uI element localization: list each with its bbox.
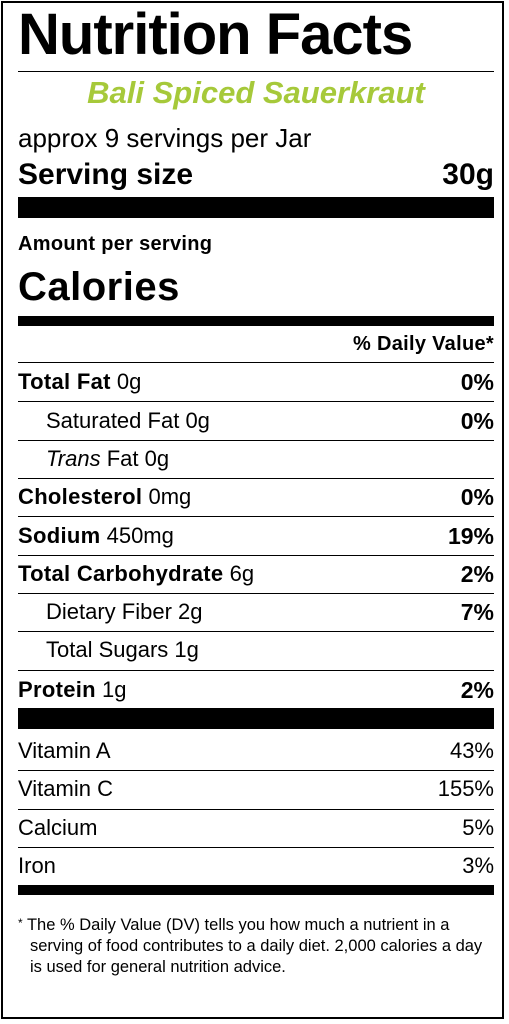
serving-size-row: Serving size 30g [18,157,494,193]
nutrient-name: Fat [106,446,139,471]
nutrient-name: Total Carbohydrate [18,561,224,586]
nutrient-row-saturated-fat: Saturated Fat 0g 0% [18,402,494,440]
nutrient-amount: 2g [178,599,203,624]
nutrient-name: Saturated Fat [46,408,180,433]
vitamin-name: Iron [18,853,56,878]
thick-divider [18,197,494,218]
nutrient-row-total-fat: Total Fat 0g 0% [18,363,494,401]
nutrient-name: Protein [18,677,96,702]
nutrient-amount: 0g [116,369,142,394]
vitamin-row-calcium: Calcium 5% [18,809,494,847]
calories-label: Calories [18,265,180,309]
nutrient-name: Sodium [18,523,101,548]
nutrient-dv: 2% [460,676,494,703]
divider [18,770,494,771]
divider [18,847,494,848]
vitamin-row-vitamin-c: Vitamin C 155% [18,770,494,808]
divider [18,401,494,402]
divider [18,362,494,363]
nutrient-amount: 0g [144,446,170,471]
divider [18,631,494,632]
footnote: * The % Daily Value (DV) tells you how m… [18,915,494,978]
nutrient-amount: 0g [185,408,210,433]
divider [18,71,494,72]
nutrient-name-italic: Trans [46,446,101,471]
nutrient-row-sodium: Sodium 450mg 19% [18,517,494,555]
nutrient-row-total-sugars: Total Sugars 1g [18,631,494,669]
nutrient-name: Cholesterol [18,484,143,509]
vitamin-dv: 43% [449,738,494,763]
divider [18,809,494,810]
medium-divider [18,885,494,895]
amount-per-serving: Amount per serving [18,233,213,255]
nutrient-amount: 1g [102,677,127,702]
divider [18,670,494,671]
divider [18,555,494,556]
nutrient-row-total-carbohydrate: Total Carbohydrate 6g 2% [18,555,494,593]
vitamin-dv: 155% [437,776,494,801]
vitamin-name: Vitamin C [18,776,113,801]
thick-divider [18,708,494,729]
nutrient-amount: 450mg [106,523,174,548]
vitamin-row-iron: Iron 3% [18,847,494,885]
divider [18,516,494,517]
divider [18,478,494,479]
vitamin-name: Calcium [18,815,98,840]
nutrient-row-cholesterol: Cholesterol 0mg 0% [18,478,494,516]
footnote-text: The % Daily Value (DV) tells you how muc… [26,916,483,976]
footnote-star: * [18,916,23,930]
nutrient-row-trans-fat: Trans Fat 0g [18,440,494,478]
nutrient-amount: 6g [229,561,255,586]
nutrient-name: Dietary Fiber [46,599,172,624]
medium-divider [18,316,494,326]
serving-size-value: 30g [442,158,494,191]
serving-size-label: Serving size [18,158,194,191]
vitamin-dv: 5% [462,815,494,840]
divider [18,593,494,594]
nutrient-dv: 0% [460,368,494,395]
nutrient-dv: 0% [460,483,494,510]
daily-value-header: % Daily Value* [353,333,494,355]
product-name: Bali Spiced Sauerkraut [87,75,425,110]
vitamin-name: Vitamin A [18,738,111,763]
vitamin-dv: 3% [462,853,494,878]
label-title: Nutrition Facts [18,2,413,67]
nutrient-name: Total Fat [18,369,111,394]
nutrient-dv: 19% [447,522,494,549]
servings-per-container: approx 9 servings per Jar [18,123,312,153]
nutrient-name: Total Sugars [46,637,169,662]
nutrient-dv: 2% [460,560,494,587]
vitamin-row-vitamin-a: Vitamin A 43% [18,732,494,770]
nutrient-row-dietary-fiber: Dietary Fiber 2g 7% [18,593,494,631]
nutrient-amount: 1g [174,637,199,662]
nutrient-amount: 0mg [148,484,192,509]
nutrient-row-protein: Protein 1g 2% [18,671,494,709]
nutrient-dv: 0% [460,407,494,434]
divider [18,440,494,441]
nutrient-dv: 7% [460,598,494,625]
